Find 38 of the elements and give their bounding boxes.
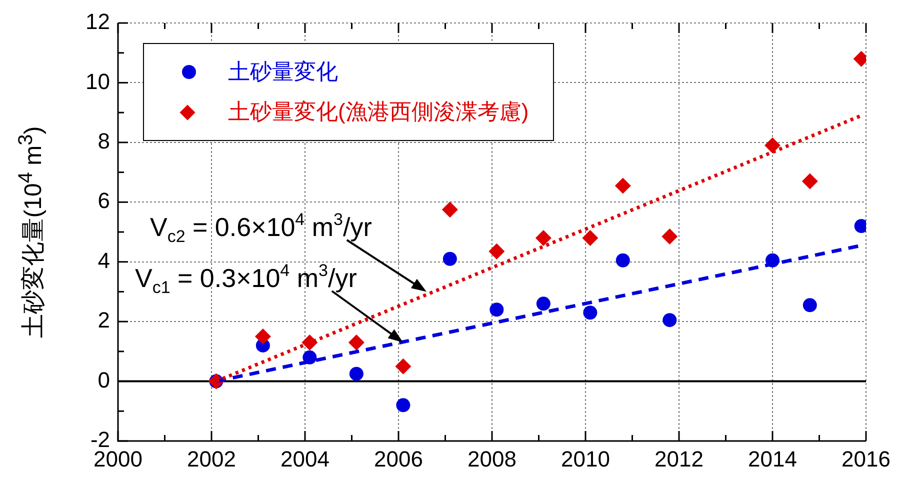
point xyxy=(535,230,552,246)
point xyxy=(396,398,410,412)
point xyxy=(614,178,631,194)
point xyxy=(536,296,550,311)
point xyxy=(348,334,364,350)
point xyxy=(616,253,630,268)
y-tick-label: 0 xyxy=(98,367,110,392)
point xyxy=(583,306,598,320)
y-tick-label: 10 xyxy=(86,68,110,94)
point xyxy=(488,243,505,260)
x-tick-label: 2002 xyxy=(187,446,236,472)
point xyxy=(254,328,271,344)
x-tick-label: 2012 xyxy=(654,446,704,472)
point xyxy=(662,313,677,328)
point xyxy=(802,298,817,312)
x-tick-label: 2008 xyxy=(468,446,516,472)
point xyxy=(582,230,598,246)
legend-label: 土砂量変化 xyxy=(228,58,338,86)
point xyxy=(490,302,504,317)
x-tick-label: 2006 xyxy=(374,446,423,472)
x-tick-label: 2010 xyxy=(561,446,610,472)
point xyxy=(302,350,317,364)
x-tick-label: 2014 xyxy=(748,446,797,472)
y-tick-label: 2 xyxy=(98,308,110,333)
point xyxy=(349,366,364,381)
y-tick-label: 12 xyxy=(86,9,110,34)
point xyxy=(395,358,412,374)
point xyxy=(764,137,780,154)
x-tick-label: 2004 xyxy=(280,446,330,472)
y-tick-label: 6 xyxy=(98,188,110,214)
point xyxy=(662,228,678,244)
point xyxy=(442,202,458,218)
x-tick-label: 2016 xyxy=(842,446,890,472)
y-tick-label: 4 xyxy=(98,248,110,273)
y-tick-label: 8 xyxy=(98,128,110,154)
point xyxy=(802,173,818,190)
point xyxy=(442,252,457,266)
legend-label: 土砂量変化(漁港西側浚渫考慮) xyxy=(228,98,529,126)
